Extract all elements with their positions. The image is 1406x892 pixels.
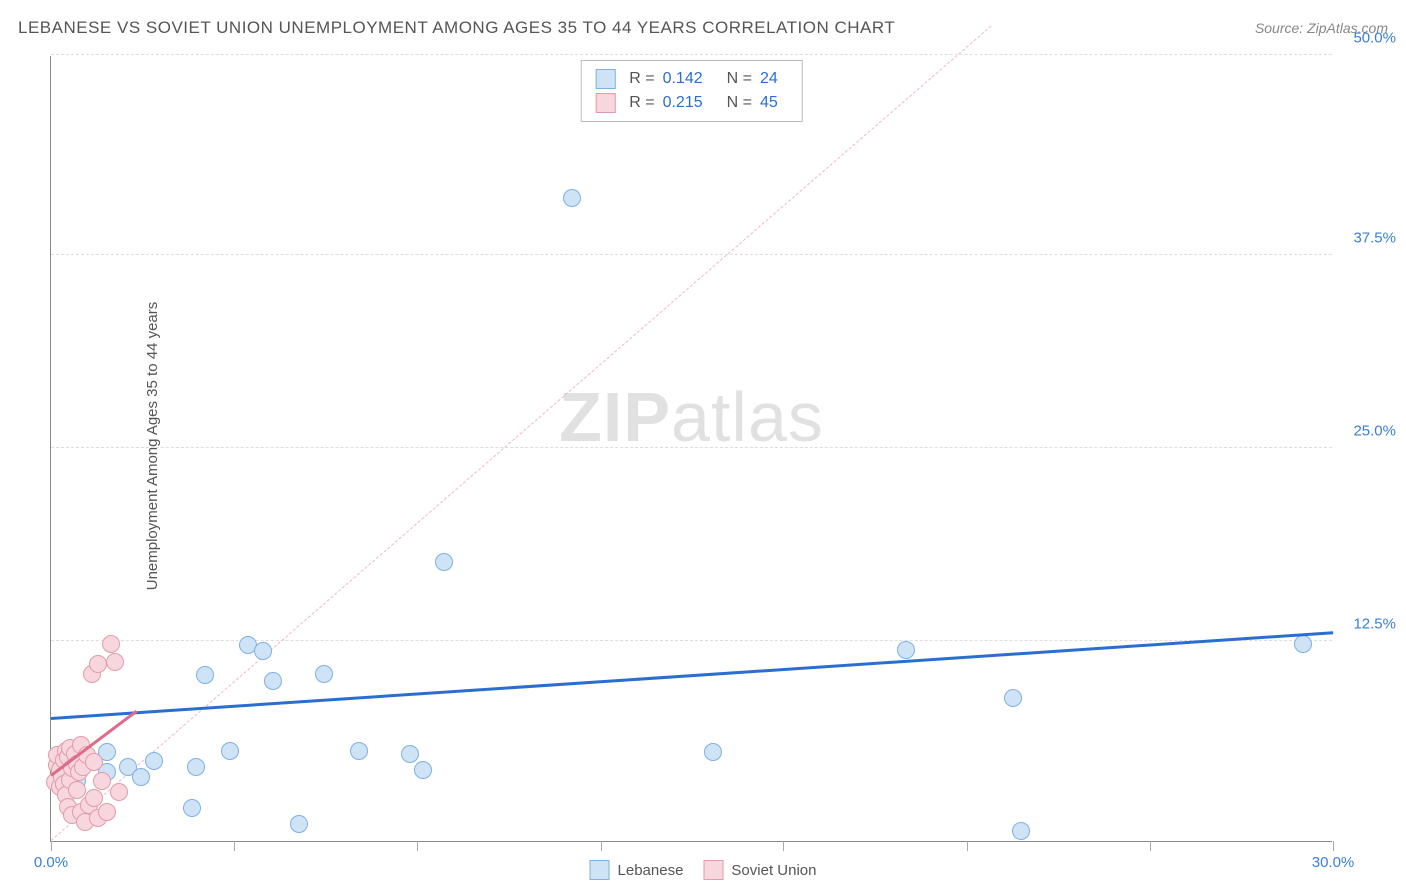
data-point: [704, 743, 722, 761]
data-point: [435, 553, 453, 571]
chart-title: LEBANESE VS SOVIET UNION UNEMPLOYMENT AM…: [18, 18, 895, 38]
data-point: [315, 665, 333, 683]
x-tick: [51, 841, 52, 851]
y-tick-label: 12.5%: [1353, 615, 1396, 632]
data-point: [183, 799, 201, 817]
x-tick-label: 0.0%: [34, 854, 68, 871]
r-label: R =: [629, 94, 654, 112]
legend-label: Soviet Union: [731, 862, 816, 879]
x-tick: [1150, 841, 1151, 851]
r-value: 0.215: [663, 94, 703, 112]
legend-swatch: [590, 860, 610, 880]
data-point: [85, 753, 103, 771]
data-point: [897, 641, 915, 659]
gridline-h: [51, 254, 1332, 255]
legend-label: Lebanese: [618, 862, 684, 879]
x-tick: [967, 841, 968, 851]
y-tick-label: 25.0%: [1353, 423, 1396, 440]
data-point: [290, 815, 308, 833]
n-value: 24: [760, 70, 778, 88]
n-value: 45: [760, 94, 778, 112]
stats-legend: R = 0.142 N = 24 R = 0.215 N = 45: [580, 60, 803, 122]
diagonal-line: [51, 26, 992, 841]
data-point: [132, 768, 150, 786]
gridline-h: [51, 447, 1332, 448]
x-tick: [1333, 841, 1334, 851]
data-point: [401, 745, 419, 763]
r-label: R =: [629, 70, 654, 88]
legend-swatch: [595, 69, 615, 89]
n-label: N =: [727, 70, 752, 88]
data-point: [1004, 689, 1022, 707]
gridline-h: [51, 54, 1332, 55]
watermark: ZIPatlas: [559, 377, 824, 457]
data-point: [414, 761, 432, 779]
data-point: [254, 642, 272, 660]
data-point: [1012, 822, 1030, 840]
legend-swatch: [595, 93, 615, 113]
data-point: [196, 666, 214, 684]
plot-area: ZIPatlas R =0.142N =24R =0.215N =45 12.5…: [50, 56, 1332, 842]
legend-swatch: [703, 860, 723, 880]
data-point: [93, 772, 111, 790]
y-tick-label: 37.5%: [1353, 230, 1396, 247]
stats-row: R = 0.215 N = 45: [595, 91, 788, 115]
x-tick: [234, 841, 235, 851]
data-point: [110, 783, 128, 801]
data-point: [89, 655, 107, 673]
x-tick: [783, 841, 784, 851]
y-tick-label: 50.0%: [1353, 30, 1396, 47]
n-label: N =: [727, 94, 752, 112]
data-point: [221, 742, 239, 760]
data-point: [106, 653, 124, 671]
x-tick-label: 30.0%: [1312, 854, 1355, 871]
r-value: 0.142: [663, 70, 703, 88]
data-point: [563, 189, 581, 207]
data-point: [264, 672, 282, 690]
legend-item: Soviet Union: [703, 860, 816, 880]
data-point: [68, 781, 86, 799]
data-point: [145, 752, 163, 770]
bottom-legend: Lebanese Soviet Union: [590, 860, 817, 880]
data-point: [187, 758, 205, 776]
data-point: [1294, 635, 1312, 653]
x-tick: [417, 841, 418, 851]
data-point: [102, 635, 120, 653]
stats-row: R = 0.142 N = 24: [595, 67, 788, 91]
data-point: [98, 803, 116, 821]
data-point: [350, 742, 368, 760]
legend-item: Lebanese: [590, 860, 684, 880]
x-tick: [601, 841, 602, 851]
